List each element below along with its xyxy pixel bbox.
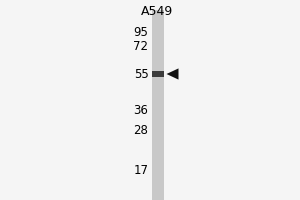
Polygon shape [167, 68, 178, 80]
Bar [152, 71, 164, 77]
Text: 28: 28 [134, 123, 148, 136]
Text: 95: 95 [134, 25, 148, 38]
Bar [152, 10, 164, 200]
Text: 72: 72 [134, 40, 148, 52]
Text: A549: A549 [141, 5, 174, 18]
Text: 55: 55 [134, 68, 148, 80]
Text: 36: 36 [134, 104, 148, 116]
Text: 17: 17 [134, 164, 148, 178]
